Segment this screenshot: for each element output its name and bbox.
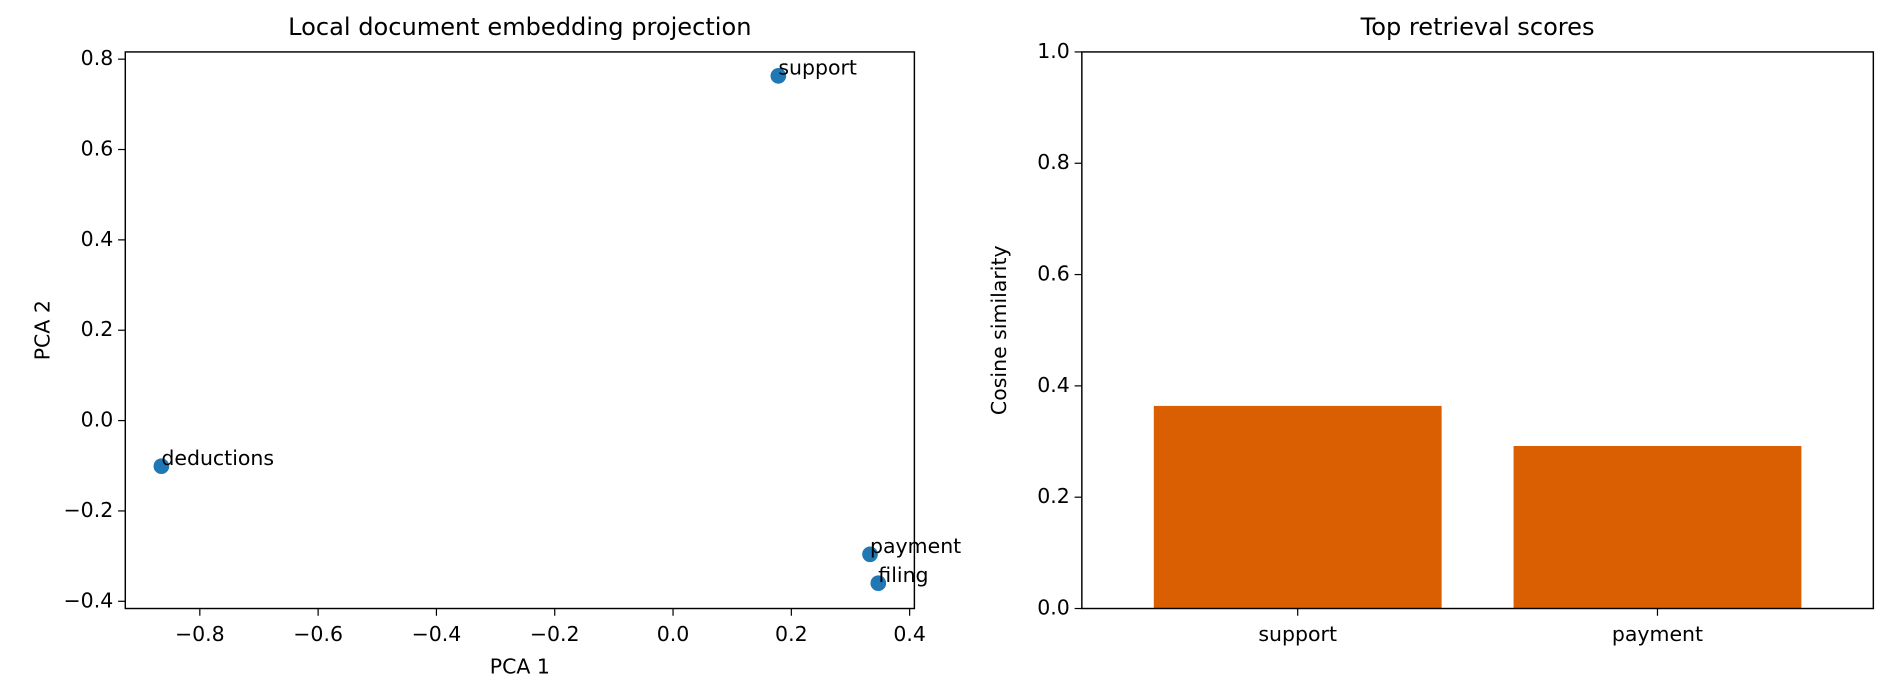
y-tick-label: 0.0	[1037, 596, 1070, 620]
y-tick-label: 0.8	[81, 46, 114, 70]
chart-title: Local document embedding projection	[288, 13, 751, 41]
x-tick-label: −0.2	[530, 622, 580, 646]
chart-title: Top retrieval scores	[1360, 13, 1595, 41]
x-tick-label: 0.0	[657, 622, 690, 646]
y-tick-label: 0.4	[81, 227, 114, 251]
point-label: support	[778, 56, 857, 80]
y-tick-label: 0.2	[81, 317, 114, 341]
point-label: filing	[878, 563, 928, 587]
plot-frame	[124, 51, 916, 610]
x-tick-label: 0.4	[893, 622, 926, 646]
y-tick-label: 1.0	[1037, 39, 1070, 63]
point	[153, 458, 170, 475]
x-tick-label: −0.4	[412, 622, 462, 646]
point-label: payment	[870, 534, 961, 558]
y-tick-label: 0.2	[1037, 484, 1070, 508]
plot-frame	[1081, 51, 1875, 610]
bar	[1153, 405, 1442, 609]
y-axis-label: PCA 2	[30, 300, 54, 360]
y-axis-label: Cosine similarity	[987, 245, 1011, 415]
x-tick-label: support	[1258, 622, 1337, 646]
y-tick-label: 0.0	[81, 408, 114, 432]
y-tick-label: −0.4	[64, 588, 114, 612]
x-tick-label: −0.8	[175, 622, 225, 646]
point-label: deductions	[161, 446, 274, 470]
x-tick-label: 0.2	[775, 622, 808, 646]
point	[870, 575, 887, 592]
point	[770, 68, 787, 84]
x-tick-label: −0.6	[293, 622, 343, 646]
bar	[1513, 445, 1802, 609]
y-tick-label: 0.4	[1037, 373, 1070, 397]
x-tick-label: payment	[1612, 622, 1703, 646]
y-tick-label: −0.2	[64, 498, 114, 522]
x-axis-label: PCA 1	[490, 655, 550, 679]
y-tick-label: 0.6	[1037, 262, 1070, 286]
y-tick-label: 0.8	[1037, 150, 1070, 174]
point	[862, 546, 878, 563]
y-tick-label: 0.6	[81, 137, 114, 161]
